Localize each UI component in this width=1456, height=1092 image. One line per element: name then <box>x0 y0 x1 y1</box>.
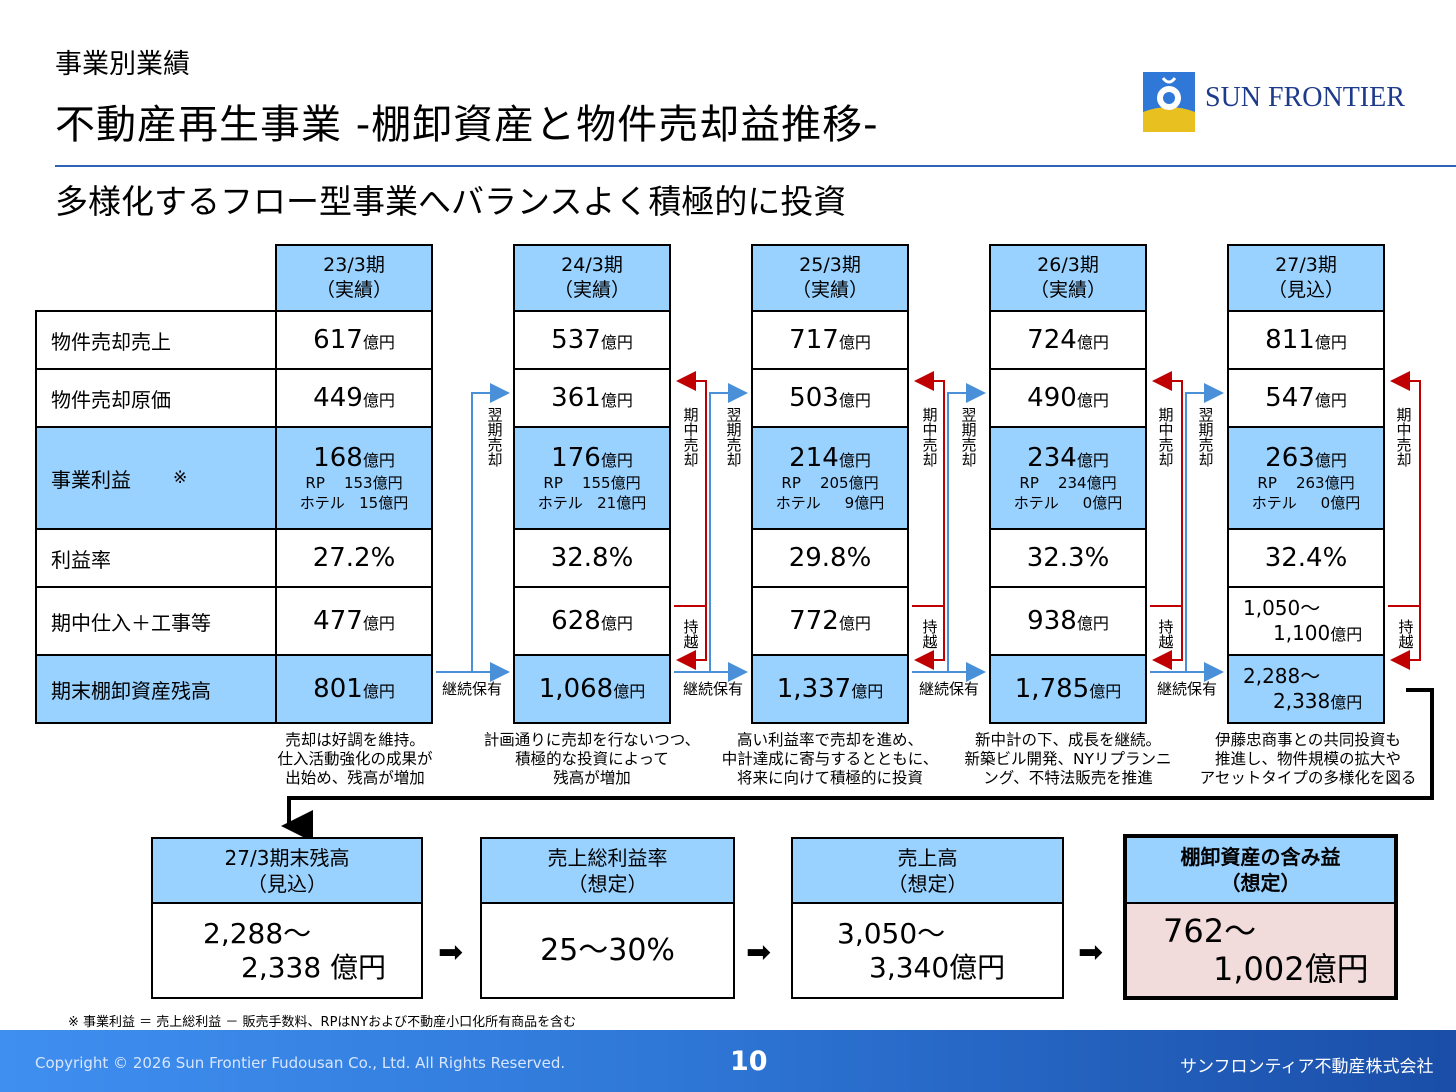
cell-margin: 32.3% <box>989 528 1147 588</box>
cell-inventory: 1,337億円 <box>751 654 909 724</box>
title-divider <box>55 165 1456 167</box>
cell-cost: 449億円 <box>275 368 433 428</box>
column-header-26-3: 26/3期 （実績） <box>989 244 1147 312</box>
flow-label-next-sale: 翌期売却 <box>487 406 503 469</box>
flow-label-continue: 継続保有 <box>683 680 744 698</box>
cell-margin: 27.2% <box>275 528 433 588</box>
flow-label-mid-sale: 期中売却 <box>922 406 938 469</box>
footnote-mark: ※ <box>173 468 188 488</box>
summary-header-sales: 売上高 （想定） <box>791 837 1064 904</box>
company-logo: SUN FRONTIER <box>1143 72 1405 134</box>
cell-inventory: 2,288～ 2,338億円 <box>1227 654 1385 724</box>
cell-purchase: 1,050～ 1,100億円 <box>1227 586 1385 656</box>
summary-value-inventory: 2,288～ 2,338 億円 <box>151 902 423 999</box>
cell-profit: 168億円 RP 153億円 ホテル 15億円 <box>275 426 433 530</box>
footnote: ※ 事業利益 ＝ 売上総利益 － 販売手数料、RPはNYおよび不動産小口化所有商… <box>68 1015 577 1030</box>
arrow-right-icon: ➡ <box>1078 935 1104 970</box>
flow-label-continue: 継続保有 <box>919 680 980 698</box>
cell-inventory: 1,068億円 <box>513 654 671 724</box>
copyright: Copyright © 2026 Sun Frontier Fudousan C… <box>35 1054 566 1072</box>
page-number: 10 <box>730 1046 768 1077</box>
cell-cost: 490億円 <box>989 368 1147 428</box>
cell-purchase: 628億円 <box>513 586 671 656</box>
column-note: 計画通りに売却を行ないつつ、 積極的な投資によって 残高が増加 <box>483 731 701 787</box>
flow-label-continue: 継続保有 <box>442 680 503 698</box>
cell-sales: 811億円 <box>1227 310 1385 370</box>
cell-inventory: 801億円 <box>275 654 433 724</box>
summary-value-gain: 762～ 1,002億円 <box>1127 904 1394 996</box>
cell-cost: 503億円 <box>751 368 909 428</box>
page-subtitle: 多様化するフロー型事業へバランスよく積極的に投資 <box>55 182 847 221</box>
cell-profit: 176億円 RP 155億円 ホテル 21億円 <box>513 426 671 530</box>
cell-profit: 234億円 RP 234億円 ホテル 0億円 <box>989 426 1147 530</box>
section-label: 事業別業績 <box>55 49 190 80</box>
row-label-profit: 事業利益 ※ <box>35 426 277 530</box>
row-label-cost: 物件売却原価 <box>35 368 277 428</box>
summary-header-inventory: 27/3期末残高 （見込） <box>151 837 423 904</box>
flow-label-next-sale: 翌期売却 <box>961 406 977 469</box>
column-header-23-3: 23/3期 （実績） <box>275 244 433 312</box>
flow-label-carry: 持越 <box>1158 618 1174 651</box>
column-header-27-3: 27/3期 （見込） <box>1227 244 1385 312</box>
summary-value-margin: 25～30% <box>480 902 735 999</box>
flow-label-carry: 持越 <box>683 618 699 651</box>
cell-sales: 717億円 <box>751 310 909 370</box>
cell-inventory: 1,785億円 <box>989 654 1147 724</box>
page-title: 不動産再生事業 ‐棚卸資産と物件売却益推移‐ <box>55 102 879 148</box>
cell-cost: 547億円 <box>1227 368 1385 428</box>
flow-label-carry: 持越 <box>1398 618 1414 651</box>
column-header-24-3: 24/3期 （実績） <box>513 244 671 312</box>
cell-sales: 724億円 <box>989 310 1147 370</box>
flow-label-carry: 持越 <box>922 618 938 651</box>
arrow-right-icon: ➡ <box>746 935 772 970</box>
summary-unrealized-gain: 棚卸資産の含み益 （想定） 762～ 1,002億円 <box>1123 834 1398 1000</box>
cell-profit: 214億円 RP 205億円 ホテル 9億円 <box>751 426 909 530</box>
column-note: 売却は好調を維持。 仕入活動強化の成果が 出始め、残高が増加 <box>277 731 433 787</box>
row-label-sales: 物件売却売上 <box>35 310 277 370</box>
column-note: 伊藤忠商事との共同投資も 推進し、物件規模の拡大や アセットタイプの多様化を図る <box>1199 731 1417 787</box>
arrow-right-icon: ➡ <box>438 935 464 970</box>
row-label-purchase: 期中仕入＋工事等 <box>35 586 277 656</box>
cell-margin: 32.8% <box>513 528 671 588</box>
logo-wordmark: SUN FRONTIER <box>1205 82 1405 113</box>
row-label-inventory: 期末棚卸資産残高 <box>35 654 277 724</box>
summary-header-margin: 売上総利益率 （想定） <box>480 837 735 904</box>
column-header-25-3: 25/3期 （実績） <box>751 244 909 312</box>
cell-purchase: 938億円 <box>989 586 1147 656</box>
flow-label-mid-sale: 期中売却 <box>1158 406 1174 469</box>
column-note: 高い利益率で売却を進め、 中計達成に寄与するとともに、 将来に向けて積極的に投資 <box>721 731 939 787</box>
cell-margin: 29.8% <box>751 528 909 588</box>
cell-profit: 263億円 RP 263億円 ホテル 0億円 <box>1227 426 1385 530</box>
flow-label-continue: 継続保有 <box>1157 680 1218 698</box>
cell-cost: 361億円 <box>513 368 671 428</box>
flow-label-mid-sale: 期中売却 <box>1396 406 1412 469</box>
company-name: サンフロンティア不動産株式会社 <box>1180 1057 1434 1077</box>
summary-value-sales: 3,050～ 3,340億円 <box>791 902 1064 999</box>
cell-purchase: 477億円 <box>275 586 433 656</box>
flow-label-next-sale: 翌期売却 <box>726 406 742 469</box>
footer-bar <box>0 1030 1456 1092</box>
column-note: 新中計の下、成長を継続。 新築ビル開発、NYリプランニ ング、不特法販売を推進 <box>964 731 1172 787</box>
cell-margin: 32.4% <box>1227 528 1385 588</box>
cell-sales: 617億円 <box>275 310 433 370</box>
summary-header-gain: 棚卸資産の含み益 （想定） <box>1127 838 1394 904</box>
flow-label-next-sale: 翌期売却 <box>1198 406 1214 469</box>
cell-sales: 537億円 <box>513 310 671 370</box>
flow-label-mid-sale: 期中売却 <box>683 406 699 469</box>
row-label-margin: 利益率 <box>35 528 277 588</box>
cell-purchase: 772億円 <box>751 586 909 656</box>
sun-frontier-emblem-icon <box>1143 72 1195 132</box>
